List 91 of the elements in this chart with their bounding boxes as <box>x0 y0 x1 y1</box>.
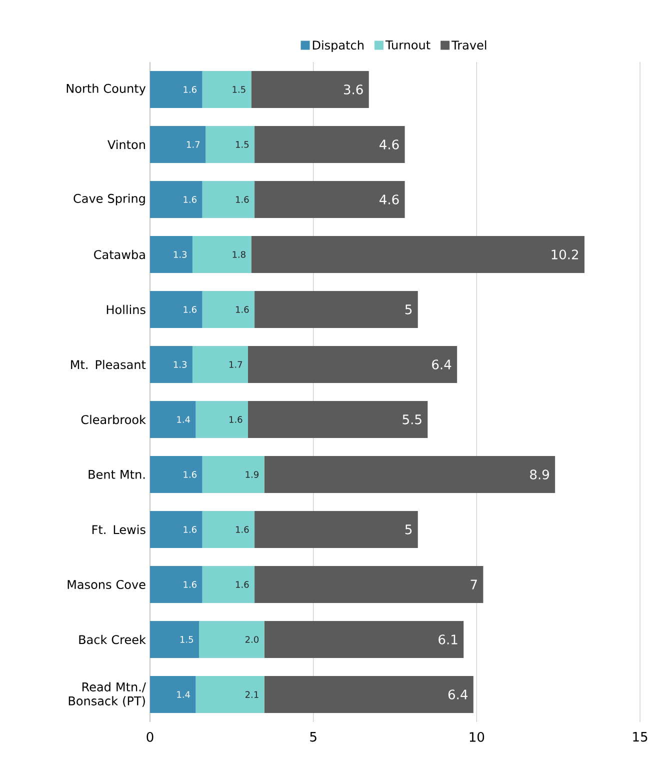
bar <box>264 456 556 494</box>
data-label: 1.6 <box>184 306 197 313</box>
bar <box>196 401 248 438</box>
bar <box>150 676 196 714</box>
y-tick-label: Ft. Lewis <box>92 524 146 534</box>
data-label: 1.6 <box>184 526 197 533</box>
data-label: 7 <box>470 580 477 590</box>
data-label: 5 <box>405 524 412 534</box>
y-tick-label: Masons Cove <box>68 580 146 590</box>
bar <box>264 676 474 714</box>
bar <box>264 621 464 658</box>
bar <box>202 511 255 548</box>
bar <box>150 346 192 384</box>
y-tick-label: Clearbrook <box>81 414 146 424</box>
data-label: 8.9 <box>530 470 549 480</box>
bar <box>150 456 202 494</box>
y-tick-label: Back Creek <box>79 634 146 644</box>
data-label: 1.4 <box>177 416 190 423</box>
data-label: 5.5 <box>402 414 422 424</box>
data-label: 1.3 <box>174 251 187 258</box>
data-label: 1.6 <box>184 196 197 203</box>
bar <box>251 71 369 108</box>
y-tick-label: Mt. Pleasant <box>71 360 146 370</box>
data-label: 1.6 <box>236 526 249 533</box>
bar <box>254 566 484 604</box>
data-label: 1.6 <box>184 581 197 588</box>
legend-label: Dispatch <box>312 40 364 52</box>
data-label: 1.7 <box>187 141 200 148</box>
bar <box>199 621 264 658</box>
bar <box>254 181 405 218</box>
data-label: 1.3 <box>174 361 187 368</box>
data-label: 1.6 <box>236 196 249 203</box>
data-label: 2.0 <box>245 636 259 643</box>
bar <box>150 71 202 108</box>
data-label: 1.6 <box>236 581 249 588</box>
data-label: 1.7 <box>229 361 242 368</box>
bar <box>254 126 405 163</box>
legend-label: Turnout <box>385 40 430 50</box>
data-label: 4.6 <box>380 140 399 150</box>
bar <box>150 621 199 658</box>
bar <box>202 291 255 328</box>
bar <box>150 401 196 438</box>
bar <box>202 181 255 218</box>
y-tick-label: Hollins <box>106 304 146 314</box>
y-tick-label: Catawba <box>94 250 145 260</box>
bar <box>150 291 202 328</box>
bar <box>202 456 264 494</box>
data-label: 6.1 <box>438 634 458 644</box>
x-tick-label: 10 <box>470 732 484 742</box>
data-label: 6.4 <box>448 690 468 700</box>
data-label: 1.4 <box>177 691 190 698</box>
bar <box>248 401 428 438</box>
bar <box>150 126 206 163</box>
data-label: 1.6 <box>184 86 197 93</box>
x-tick-label: 5 <box>310 732 316 742</box>
y-tick-label: North County <box>66 84 146 96</box>
data-label: 3.6 <box>344 84 363 94</box>
bar <box>206 126 255 163</box>
x-tick-label: 0 <box>146 732 154 742</box>
y-tick-label: Cave Spring <box>74 194 145 206</box>
data-label: 6.4 <box>432 360 452 370</box>
data-label: 5 <box>405 304 412 314</box>
data-label: 1.8 <box>232 251 246 258</box>
bar <box>202 71 252 108</box>
data-label: 1.6 <box>229 416 242 423</box>
legend-label: Travel <box>452 40 486 50</box>
bar <box>196 676 264 714</box>
data-label: 1.5 <box>180 636 194 643</box>
x-tick-label: 15 <box>633 732 648 742</box>
bar <box>254 511 418 548</box>
bar <box>150 566 202 604</box>
bar <box>150 236 192 273</box>
data-label: 4.6 <box>380 194 399 204</box>
data-label: 2.1 <box>245 691 258 698</box>
data-label: 1.5 <box>236 141 249 148</box>
data-label: 1.6 <box>184 471 197 478</box>
bar <box>248 346 458 384</box>
y-tick-label: Bent Mtn. <box>88 470 145 479</box>
bar <box>251 236 584 273</box>
bar <box>192 346 248 384</box>
data-label: 1.9 <box>246 471 259 478</box>
y-tick-label: Read Mtn./ Bonsack (PT) <box>68 682 146 707</box>
bar <box>192 236 252 273</box>
data-label: 10.2 <box>552 250 578 260</box>
y-tick-label: Vinton <box>108 140 145 150</box>
bar <box>150 511 202 548</box>
data-label: 1.5 <box>232 86 246 93</box>
bar <box>254 291 418 328</box>
bar <box>150 181 202 218</box>
data-label: 1.6 <box>236 306 249 313</box>
bar <box>202 566 255 604</box>
